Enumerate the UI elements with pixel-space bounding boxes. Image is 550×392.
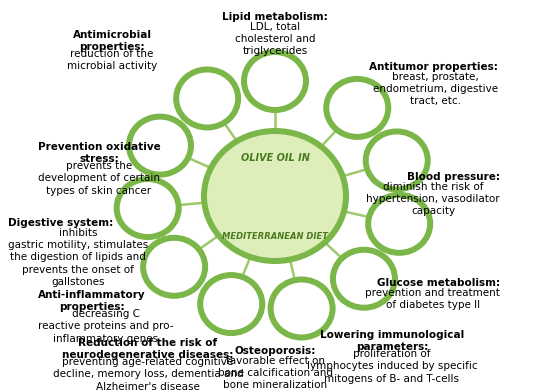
Ellipse shape xyxy=(132,120,188,172)
Ellipse shape xyxy=(273,283,329,334)
Text: Digestive system:: Digestive system: xyxy=(8,218,113,228)
Text: Anti-inflammatory
properties:: Anti-inflammatory properties: xyxy=(38,290,146,312)
Ellipse shape xyxy=(336,253,392,305)
Text: Lipid metabolism:: Lipid metabolism: xyxy=(222,12,328,22)
Ellipse shape xyxy=(368,134,425,187)
Text: Antitumor properties:: Antitumor properties: xyxy=(369,62,498,72)
Ellipse shape xyxy=(365,192,433,256)
Text: Glucose metabolism:: Glucose metabolism: xyxy=(377,278,500,288)
Text: favorable effect on
bone calcification and
bone mineralization: favorable effect on bone calcification a… xyxy=(217,356,333,390)
Ellipse shape xyxy=(371,198,427,250)
Text: prevents the
development of certain
types of skin cancer: prevents the development of certain type… xyxy=(38,161,160,196)
Ellipse shape xyxy=(203,278,259,330)
Ellipse shape xyxy=(363,129,431,192)
Ellipse shape xyxy=(201,128,349,264)
Text: Reduction of the risk of
neurodegenerative diseases:: Reduction of the risk of neurodegenerati… xyxy=(62,338,234,360)
Text: OLIVE OIL IN: OLIVE OIL IN xyxy=(240,153,310,163)
Text: diminish the risk of
hypertension, vasodilator
capacity: diminish the risk of hypertension, vasod… xyxy=(366,181,500,216)
Ellipse shape xyxy=(241,49,309,113)
Text: Lowering immunological
parameters:: Lowering immunological parameters: xyxy=(320,330,464,352)
Ellipse shape xyxy=(114,176,182,240)
Text: MEDITERRANEAN DIET: MEDITERRANEAN DIET xyxy=(222,232,328,241)
Text: decreasing C
reactive proteins and pro-
inflammatory genes: decreasing C reactive proteins and pro- … xyxy=(38,309,173,344)
Ellipse shape xyxy=(207,134,343,258)
Ellipse shape xyxy=(268,276,336,341)
Ellipse shape xyxy=(173,67,241,131)
Ellipse shape xyxy=(330,247,398,311)
Text: reduction of the
microbial activity: reduction of the microbial activity xyxy=(67,49,157,71)
Ellipse shape xyxy=(140,235,208,299)
Text: preventing age-related cognitive
decline, memory loss, dementia and
Alzheimer's : preventing age-related cognitive decline… xyxy=(53,357,243,392)
Ellipse shape xyxy=(329,82,386,134)
Text: Antimicrobial
properties:: Antimicrobial properties: xyxy=(73,30,151,53)
Text: Prevention oxidative
stress:: Prevention oxidative stress: xyxy=(38,142,161,164)
Text: inhibits
gastric motility, stimulates
the digestion of lipids and
prevents the o: inhibits gastric motility, stimulates th… xyxy=(8,227,148,287)
Ellipse shape xyxy=(247,55,303,107)
Ellipse shape xyxy=(146,241,202,293)
Ellipse shape xyxy=(197,272,265,336)
Text: prevention and treatment
of diabetes type II: prevention and treatment of diabetes typ… xyxy=(365,287,500,310)
Ellipse shape xyxy=(179,73,235,125)
Ellipse shape xyxy=(126,114,194,178)
Ellipse shape xyxy=(323,76,391,140)
Ellipse shape xyxy=(120,182,175,234)
Text: Blood pressure:: Blood pressure: xyxy=(407,172,500,182)
Text: proliferation of
lymphocytes induced by specific
mitogens of B- and T-cells: proliferation of lymphocytes induced by … xyxy=(307,349,477,384)
Text: Osteoporosis:: Osteoporosis: xyxy=(234,346,316,356)
Text: breast, prostate,
endometrium, digestive
tract, etc.: breast, prostate, endometrium, digestive… xyxy=(373,71,498,106)
Text: LDL, total
cholesterol and
triglycerides: LDL, total cholesterol and triglycerides xyxy=(235,22,315,56)
